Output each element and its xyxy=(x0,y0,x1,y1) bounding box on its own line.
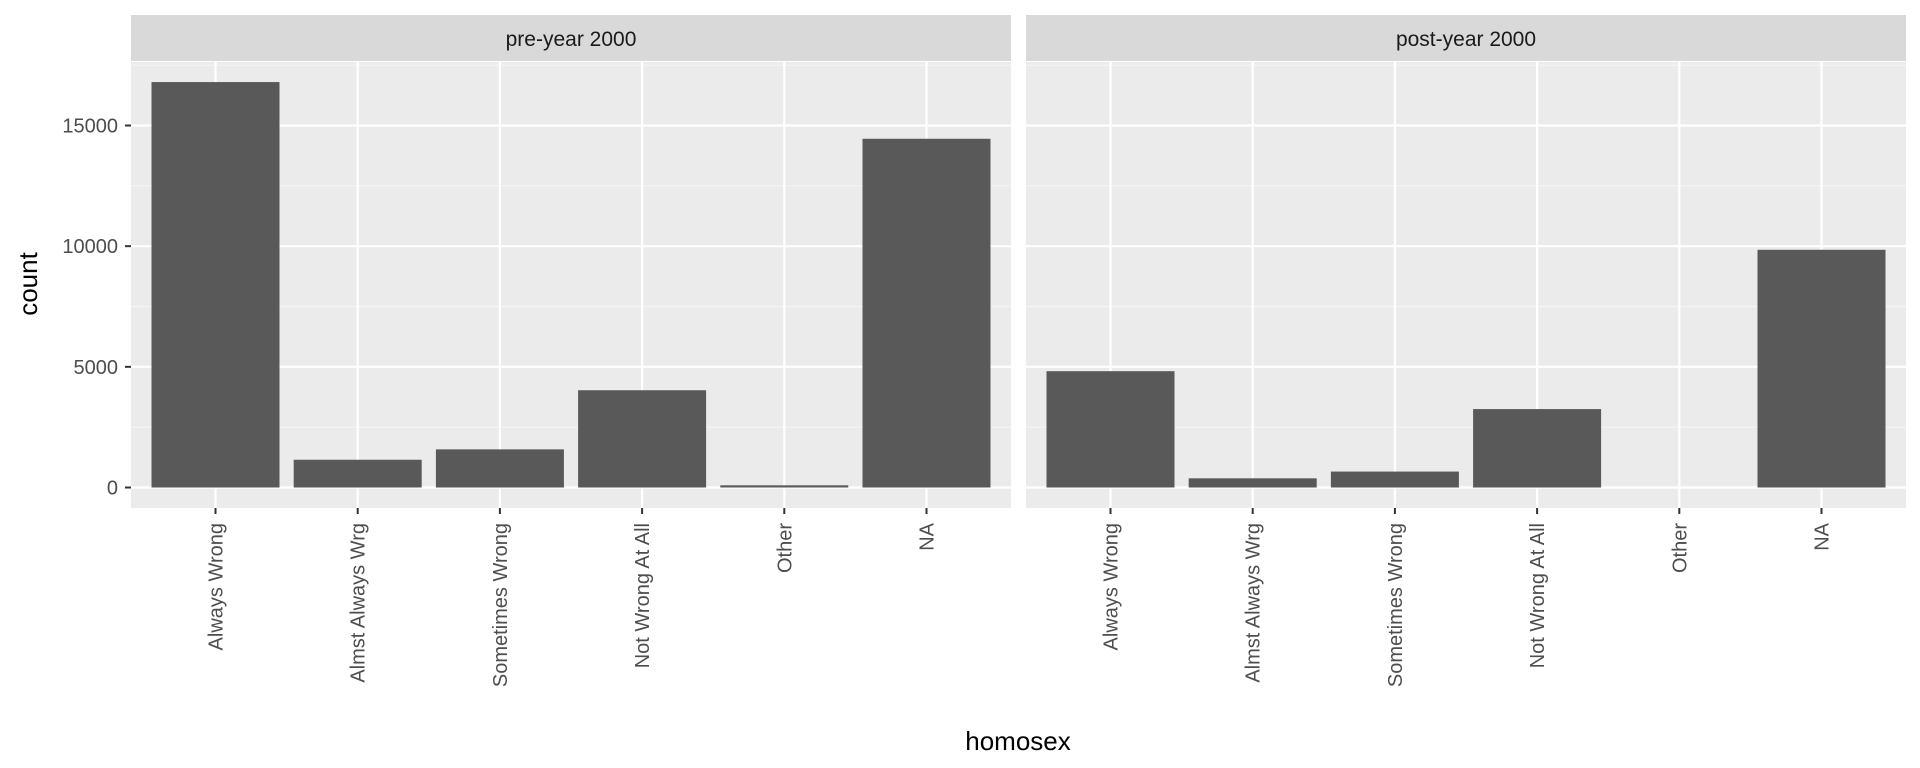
y-tick-label: 5000 xyxy=(74,357,119,379)
x-tick-label: NA xyxy=(1812,522,1834,550)
bar xyxy=(293,459,422,488)
bar xyxy=(862,138,991,488)
bar xyxy=(1757,249,1886,488)
panels-layer: pre-year 2000 Always Wrong Almst Always Wr… xyxy=(131,15,1906,687)
x-tick-label: NA xyxy=(917,522,939,550)
facet-title: pre-year 2000 xyxy=(506,28,637,51)
facet-strip xyxy=(131,15,1011,61)
x-tick-label: Not Wrong At All xyxy=(632,523,654,668)
bar xyxy=(151,82,280,488)
x-tick-label: Almst Always Wrg xyxy=(1243,523,1265,683)
x-tick-label: Always Wrong xyxy=(1101,523,1123,650)
facet-panel: post-year 2000 Always Wrong Almst Always W… xyxy=(1026,15,1906,687)
bar xyxy=(578,390,707,488)
x-tick-label: Almst Always Wrg xyxy=(348,523,370,683)
bar xyxy=(1330,471,1459,488)
x-tick-label: Sometimes Wrong xyxy=(490,523,512,687)
facet-strip xyxy=(1026,15,1906,61)
y-tick-label: 0 xyxy=(107,478,118,500)
bar xyxy=(1188,478,1317,488)
x-tick-label: Not Wrong At All xyxy=(1527,523,1549,668)
y-tick-label: 10000 xyxy=(62,236,118,258)
x-tick-label: Always Wrong xyxy=(206,523,228,650)
y-axis: 0 5000 10000 15000 xyxy=(62,116,131,500)
y-axis-title: count xyxy=(13,251,43,315)
y-tick-label: 15000 xyxy=(62,116,118,138)
bar xyxy=(1046,371,1175,488)
facet-title: post-year 2000 xyxy=(1396,28,1536,51)
bar xyxy=(720,485,849,488)
x-tick-label: Sometimes Wrong xyxy=(1385,523,1407,687)
bar xyxy=(435,449,564,488)
x-tick-label: Other xyxy=(1669,523,1691,573)
x-tick-label: Other xyxy=(774,523,796,573)
facet-panel: pre-year 2000 Always Wrong Almst Always Wr… xyxy=(131,15,1011,687)
bar xyxy=(1473,409,1602,488)
x-axis-title: homosex xyxy=(965,726,1071,756)
